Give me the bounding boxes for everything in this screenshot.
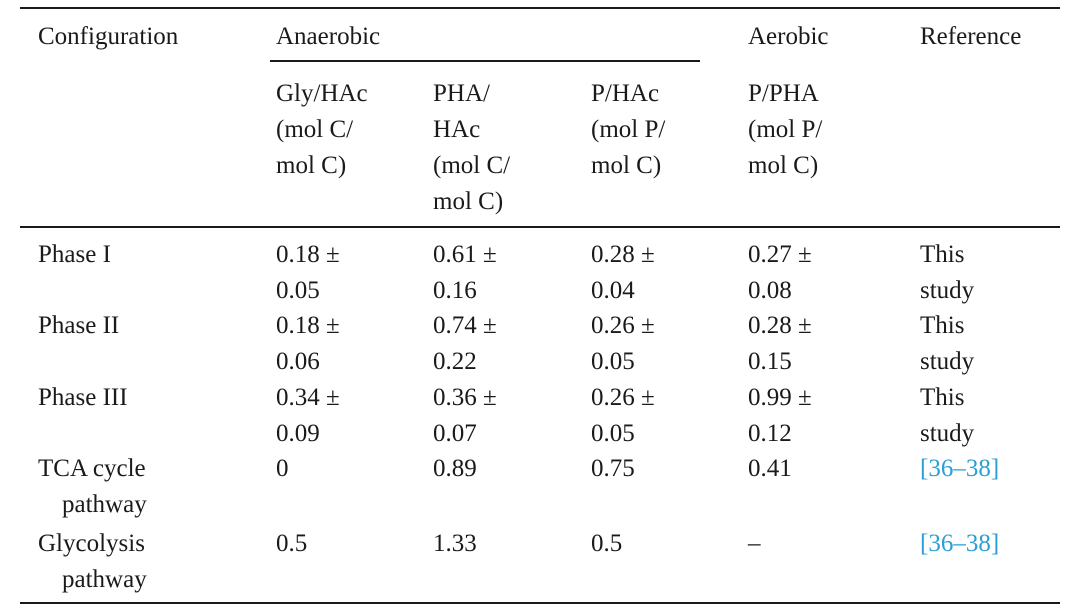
row-gly-hac: 0.05: [276, 277, 320, 304]
row-p-pha: –: [748, 530, 761, 557]
header-pha-hac-line: (mol C/: [433, 152, 511, 179]
row-pha-hac: 0.16: [433, 277, 477, 304]
row-p-pha: 0.41: [748, 455, 792, 482]
row-p-hac: 0.28 ±: [591, 241, 655, 268]
row-pha-hac: 0.22: [433, 348, 477, 375]
row-reference: study: [920, 420, 975, 447]
row-pha-hac: 1.33: [433, 530, 477, 557]
row-configuration: Phase I: [38, 241, 111, 268]
header-pha-hac-line: PHA/: [433, 80, 490, 107]
header-p-hac-line: mol C): [591, 152, 662, 179]
row-pha-hac: 0.89: [433, 455, 477, 482]
row-gly-hac: 0.09: [276, 420, 320, 447]
row-p-pha: 0.08: [748, 277, 792, 304]
row-gly-hac: 0.5: [276, 530, 308, 557]
header-bottom-rule: [20, 226, 1060, 228]
row-configuration: Phase III: [38, 384, 128, 411]
row-p-hac: 0.5: [591, 530, 623, 557]
reference-link[interactable]: [36–38]: [920, 455, 1000, 482]
anaerobic-span-rule: [270, 60, 700, 62]
row-reference: study: [920, 277, 975, 304]
header-gly-hac-line: mol C): [276, 152, 347, 179]
header-configuration: Configuration: [38, 23, 179, 50]
row-configuration: Phase II: [38, 312, 120, 339]
row-pha-hac: 0.07: [433, 420, 477, 447]
row-configuration: pathway: [62, 491, 147, 518]
row-p-hac: 0.05: [591, 348, 635, 375]
header-anaerobic: Anaerobic: [276, 23, 381, 50]
header-pha-hac-line: mol C): [433, 188, 504, 215]
header-gly-hac-line: Gly/HAc: [276, 80, 368, 107]
row-configuration: TCA cycle: [38, 455, 146, 482]
row-reference: This: [920, 241, 965, 268]
row-p-pha: 0.99 ±: [748, 384, 812, 411]
row-p-pha: 0.15: [748, 348, 792, 375]
row-gly-hac: 0.34 ±: [276, 384, 340, 411]
row-gly-hac: 0: [276, 455, 289, 482]
row-reference: study: [920, 348, 975, 375]
row-configuration: Glycolysis: [38, 530, 145, 557]
header-gly-hac-line: (mol C/: [276, 116, 354, 143]
bottom-rule: [20, 602, 1060, 604]
header-p-pha-line: (mol P/: [748, 116, 823, 143]
row-pha-hac: 0.74 ±: [433, 312, 497, 339]
row-p-hac: 0.26 ±: [591, 312, 655, 339]
header-p-pha-line: P/PHA: [748, 80, 819, 107]
row-pha-hac: 0.36 ±: [433, 384, 497, 411]
header-p-hac-line: P/HAc: [591, 80, 660, 107]
row-p-hac: 0.75: [591, 455, 635, 482]
row-gly-hac: 0.18 ±: [276, 312, 340, 339]
row-p-pha: 0.27 ±: [748, 241, 812, 268]
row-reference: This: [920, 312, 965, 339]
row-configuration: pathway: [62, 566, 147, 593]
row-p-pha: 0.28 ±: [748, 312, 812, 339]
header-pha-hac-line: HAc: [433, 116, 481, 143]
header-p-hac-line: (mol P/: [591, 116, 666, 143]
reference-link[interactable]: [36–38]: [920, 530, 1000, 557]
row-p-hac: 0.26 ±: [591, 384, 655, 411]
row-p-hac: 0.04: [591, 277, 635, 304]
header-p-pha-line: mol C): [748, 152, 819, 179]
row-p-pha: 0.12: [748, 420, 792, 447]
header-reference: Reference: [920, 23, 1022, 50]
header-aerobic: Aerobic: [748, 23, 829, 50]
row-pha-hac: 0.61 ±: [433, 241, 497, 268]
row-gly-hac: 0.06: [276, 348, 320, 375]
top-rule: [20, 7, 1060, 9]
row-p-hac: 0.05: [591, 420, 635, 447]
row-reference: This: [920, 384, 965, 411]
row-gly-hac: 0.18 ±: [276, 241, 340, 268]
